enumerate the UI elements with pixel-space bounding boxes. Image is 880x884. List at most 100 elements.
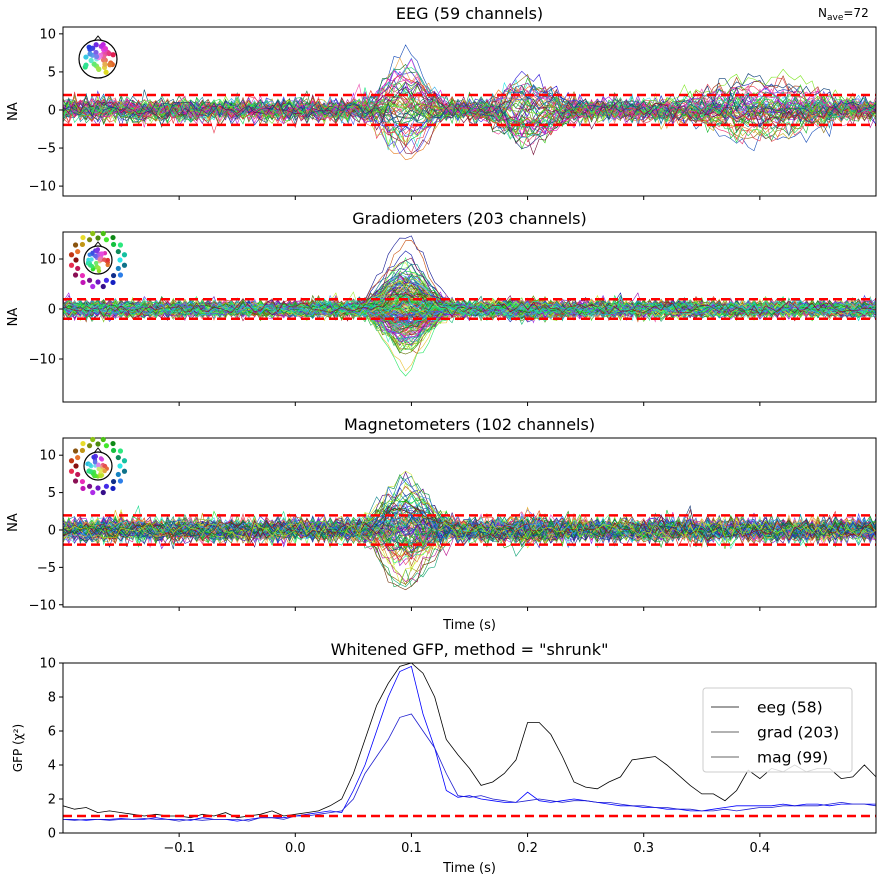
- channel-trace: [63, 292, 876, 319]
- plot-area: [63, 470, 876, 591]
- sensor-dot: [93, 42, 99, 48]
- nave-label: Nave=72: [818, 6, 869, 23]
- x-tick-label: −0.1: [163, 841, 195, 856]
- channel-trace: [63, 498, 876, 543]
- sensor-dot: [117, 463, 123, 469]
- sensor-dot: [80, 279, 86, 286]
- channel-trace: [63, 501, 876, 543]
- sensor-dot: [100, 41, 106, 48]
- sensor-dot: [94, 248, 99, 254]
- sensor-dot: [90, 250, 95, 256]
- sensor-dot: [87, 263, 93, 268]
- panel-0: 10 5 0 −5 −10 EEG (59 channels) NA: [6, 4, 877, 200]
- sensor-dot: [103, 483, 110, 489]
- gfp-line-grad: [63, 665, 876, 822]
- sensor-dot: [100, 283, 106, 290]
- sensor-dot: [107, 62, 113, 68]
- sensor-dot: [86, 237, 93, 243]
- sensor-dot: [72, 242, 79, 248]
- sensor-dot: [75, 471, 81, 478]
- axes-frame: [62, 662, 877, 834]
- sensor-dot: [68, 458, 75, 464]
- sensor-dot: [102, 257, 107, 262]
- y-tick-label: 8: [48, 691, 56, 706]
- legend-label: mag (99): [757, 749, 828, 767]
- y-axis-label: GFP (χ²): [11, 724, 25, 772]
- y-tick-label: 0: [48, 827, 56, 842]
- channel-trace: [63, 299, 876, 321]
- y-tick-label: 10: [39, 657, 56, 672]
- y-tick-label: 0: [48, 103, 56, 118]
- y-axis-label: NA: [6, 102, 21, 121]
- sensor-dot: [117, 257, 123, 263]
- sensor-layout-inset: [78, 35, 118, 79]
- plot-area: [63, 44, 876, 161]
- sensor-dot: [80, 440, 86, 447]
- x-tick-label: 0.3: [633, 841, 654, 856]
- y-tick-label: 2: [48, 793, 56, 808]
- sensor-dot: [88, 57, 94, 64]
- sensor-dot: [93, 253, 98, 259]
- sensor-dot: [91, 61, 97, 67]
- sensor-dot: [110, 279, 116, 286]
- sensor-layout-inset: [68, 230, 128, 290]
- channel-trace: [63, 88, 876, 144]
- sensor-dot: [90, 230, 96, 237]
- sensor-dot: [92, 460, 98, 465]
- y-tick-label: −10: [29, 598, 56, 613]
- nave-prefix: N: [818, 6, 827, 20]
- sensor-dot: [100, 230, 106, 237]
- sensor-dot: [102, 468, 107, 474]
- x-tick-label: 0.0: [285, 841, 306, 856]
- plot-area: [63, 663, 876, 822]
- y-axis-label: NA: [6, 513, 21, 532]
- sensor-dot: [110, 440, 116, 447]
- sensor-dot: [79, 478, 86, 485]
- nose-icon: [93, 447, 103, 454]
- sensor-dot: [83, 62, 89, 68]
- sensor-dot: [68, 252, 75, 258]
- sensor-dot: [87, 51, 93, 57]
- sensor-dot: [110, 447, 117, 454]
- sensor-dot: [94, 54, 100, 60]
- sensor-dot: [100, 489, 106, 496]
- sensor-dot: [88, 469, 93, 475]
- sensor-dot: [98, 456, 104, 461]
- legend-label: eeg (58): [757, 699, 823, 717]
- panel-title: Whitened GFP, method = "shrunk": [331, 640, 609, 659]
- x-axis-label: Time (s): [442, 618, 496, 633]
- sensor-dot: [103, 69, 109, 75]
- y-tick-label: −10: [29, 353, 56, 368]
- nave-sub: ave: [827, 13, 844, 23]
- sensor-dot: [121, 458, 128, 464]
- sensor-dot: [86, 44, 92, 50]
- sensor-dot: [95, 441, 101, 447]
- sensor-dot: [90, 436, 96, 443]
- sensor-dot: [110, 52, 116, 58]
- y-tick-label: −10: [29, 180, 56, 195]
- sensor-dot: [110, 241, 117, 248]
- panel-1: 10 0 −10 Gradiometers (203 channels) NA: [6, 209, 877, 406]
- channel-trace: [63, 67, 876, 129]
- x-tick-label: 0.1: [401, 841, 422, 856]
- sensor-dot: [115, 265, 121, 272]
- sensor-dot: [73, 463, 79, 469]
- channel-trace: [63, 84, 876, 137]
- sensor-dot: [80, 234, 86, 241]
- sensor-dot: [117, 448, 124, 454]
- y-tick-label: −5: [37, 142, 56, 157]
- panel-title: EEG (59 channels): [396, 4, 543, 23]
- channel-trace: [63, 514, 876, 549]
- sensor-dot: [115, 248, 121, 255]
- sensor-dot: [98, 473, 104, 479]
- y-tick-label: 0: [48, 303, 56, 318]
- panel-title: Gradiometers (203 channels): [352, 209, 586, 228]
- sensor-dot: [100, 436, 106, 443]
- sensor-dot: [115, 471, 121, 478]
- sensor-dot: [121, 468, 128, 474]
- channel-trace: [63, 294, 876, 321]
- x-tick-label: 0.4: [750, 841, 771, 856]
- y-tick-label: 10: [39, 27, 56, 42]
- sensor-dot: [86, 483, 93, 489]
- sensor-dot: [86, 277, 93, 283]
